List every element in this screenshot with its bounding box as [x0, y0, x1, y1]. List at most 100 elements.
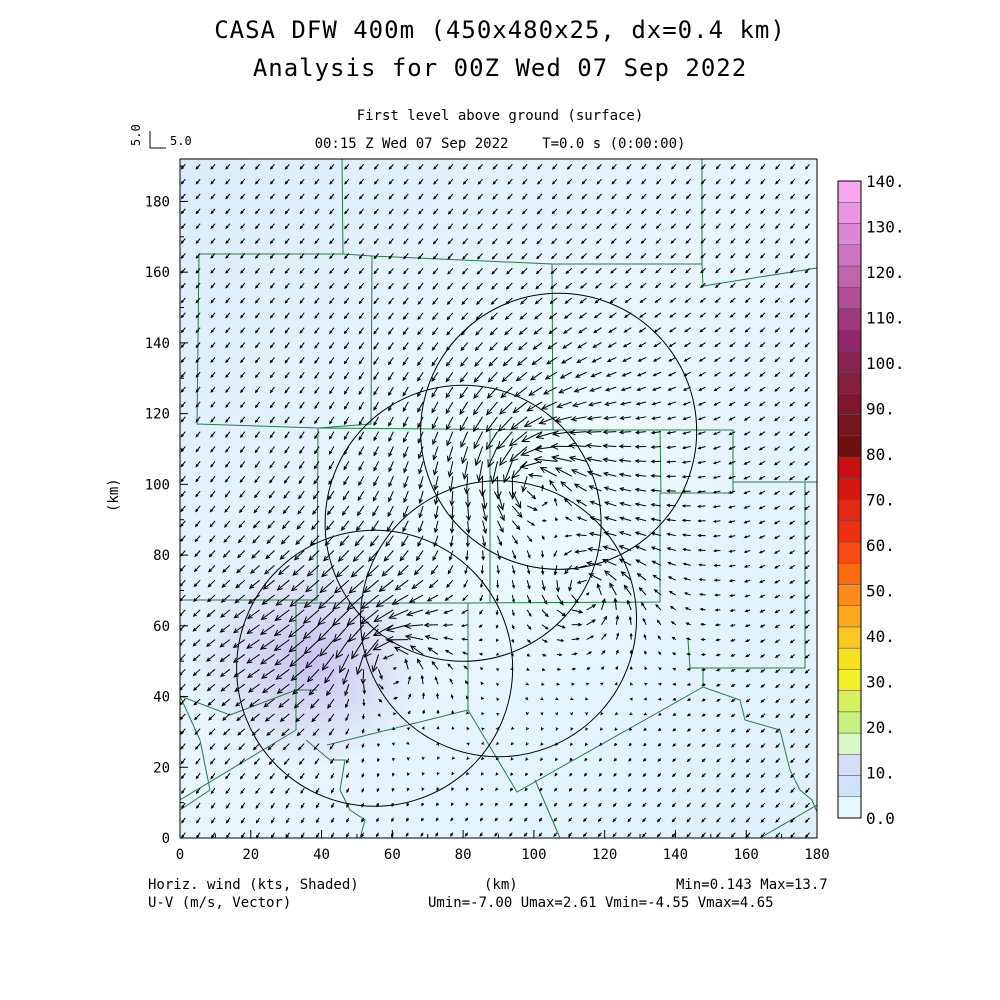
wind-vector-head [565, 255, 570, 260]
wind-vector [451, 505, 454, 520]
wind-vector [595, 267, 602, 274]
wind-vector-head [195, 329, 199, 334]
wind-vector-head [240, 805, 244, 809]
wind-vector-head [329, 225, 333, 230]
wind-vector-head [447, 196, 452, 200]
wind-vector-head [462, 211, 466, 215]
wind-vector-head [222, 716, 227, 721]
wind-vector-head [446, 583, 451, 588]
wind-vector-head [254, 285, 259, 289]
wind-vector-head [290, 674, 298, 681]
wind-vector-head [180, 181, 184, 185]
wind-vector [463, 461, 469, 479]
wind-vector-head [640, 210, 645, 215]
wind-vector-head [624, 299, 629, 304]
wind-vector-head [259, 629, 267, 636]
wind-vector-head [672, 758, 676, 762]
wind-vector-head [595, 240, 600, 245]
wind-vector [208, 713, 216, 721]
wind-vector-head [619, 487, 625, 492]
wind-vector [363, 639, 379, 658]
wind-vector-head [180, 314, 184, 319]
wind-vector [388, 476, 394, 487]
wind-vector [541, 580, 546, 591]
wind-vector-head [573, 483, 580, 489]
wind-vector-head [239, 776, 244, 780]
wind-vector-head [650, 445, 655, 449]
wind-vector [207, 594, 216, 603]
wind-vector-head [600, 711, 604, 716]
wind-vector-head [195, 225, 199, 230]
wind-vector-head [343, 270, 348, 275]
wind-vector [625, 297, 632, 303]
wind-vector-head [346, 804, 350, 809]
wind-vector-head [581, 210, 585, 215]
wind-vector [651, 518, 662, 522]
wind-vector-head [180, 240, 184, 244]
wind-vector [551, 253, 558, 259]
colorbar-cell [837, 775, 862, 798]
wind-vector [432, 327, 439, 335]
wind-vector-head [255, 790, 259, 795]
wind-vector-head [465, 802, 469, 807]
wind-vector-head [465, 818, 469, 822]
wind-vector [180, 594, 186, 602]
wind-vector-head [630, 682, 633, 686]
wind-vector-head [404, 634, 412, 641]
wind-vector-head [434, 676, 438, 680]
wind-vector [654, 589, 662, 596]
wind-vector-head [495, 741, 500, 745]
wind-vector-head [254, 419, 259, 424]
x-tick-label: 20 [242, 847, 259, 863]
wind-vector [206, 624, 216, 632]
wind-vector [604, 531, 617, 537]
wind-vector [667, 533, 676, 537]
wind-vector [379, 579, 394, 592]
wind-vector-head [541, 536, 545, 540]
wind-vector [268, 505, 275, 514]
wind-vector-head [511, 612, 515, 617]
wind-vector [221, 698, 231, 706]
wind-vector-head [641, 601, 645, 606]
wind-vector-head [373, 466, 378, 472]
wind-vector-head [606, 358, 612, 363]
wind-vector [361, 594, 379, 610]
wind-vector-head [395, 681, 400, 684]
wind-vector-head [558, 653, 563, 657]
wind-vector-head [480, 772, 484, 776]
y-tick-label: 100 [145, 477, 170, 493]
x-tick-label: 0 [176, 847, 184, 863]
wind-vector-head [432, 226, 437, 230]
wind-vector-head [557, 667, 562, 671]
wind-vector [260, 654, 275, 665]
wind-vector [332, 609, 350, 626]
wind-vector-head [466, 772, 470, 776]
wind-vector-head [600, 682, 604, 686]
wind-vector [449, 550, 454, 561]
wind-vector-head [511, 584, 516, 589]
wind-vector [357, 505, 365, 516]
wind-vector [540, 467, 558, 477]
wind-vector [345, 698, 350, 708]
wind-vector-head [540, 682, 545, 686]
wind-vector-head [180, 523, 184, 528]
wind-vector-head [194, 553, 198, 558]
wind-vector-head [225, 374, 229, 379]
wind-vector-head [312, 732, 317, 737]
wind-vector [577, 516, 587, 522]
wind-vector [556, 580, 559, 592]
wind-vector-head [251, 731, 256, 736]
wind-vector-head [418, 527, 423, 533]
wind-vector [619, 531, 632, 537]
wind-vector-head [406, 610, 414, 617]
wind-vector [407, 676, 411, 685]
wind-vector-head [346, 834, 349, 838]
wind-vector-head [358, 181, 363, 185]
wind-vector [431, 386, 439, 398]
wind-vector-head [373, 421, 378, 427]
wind-vector-head [482, 542, 487, 548]
wind-vector-head [329, 210, 333, 215]
wind-vector-head [657, 803, 661, 808]
wind-vector-head [527, 585, 531, 590]
